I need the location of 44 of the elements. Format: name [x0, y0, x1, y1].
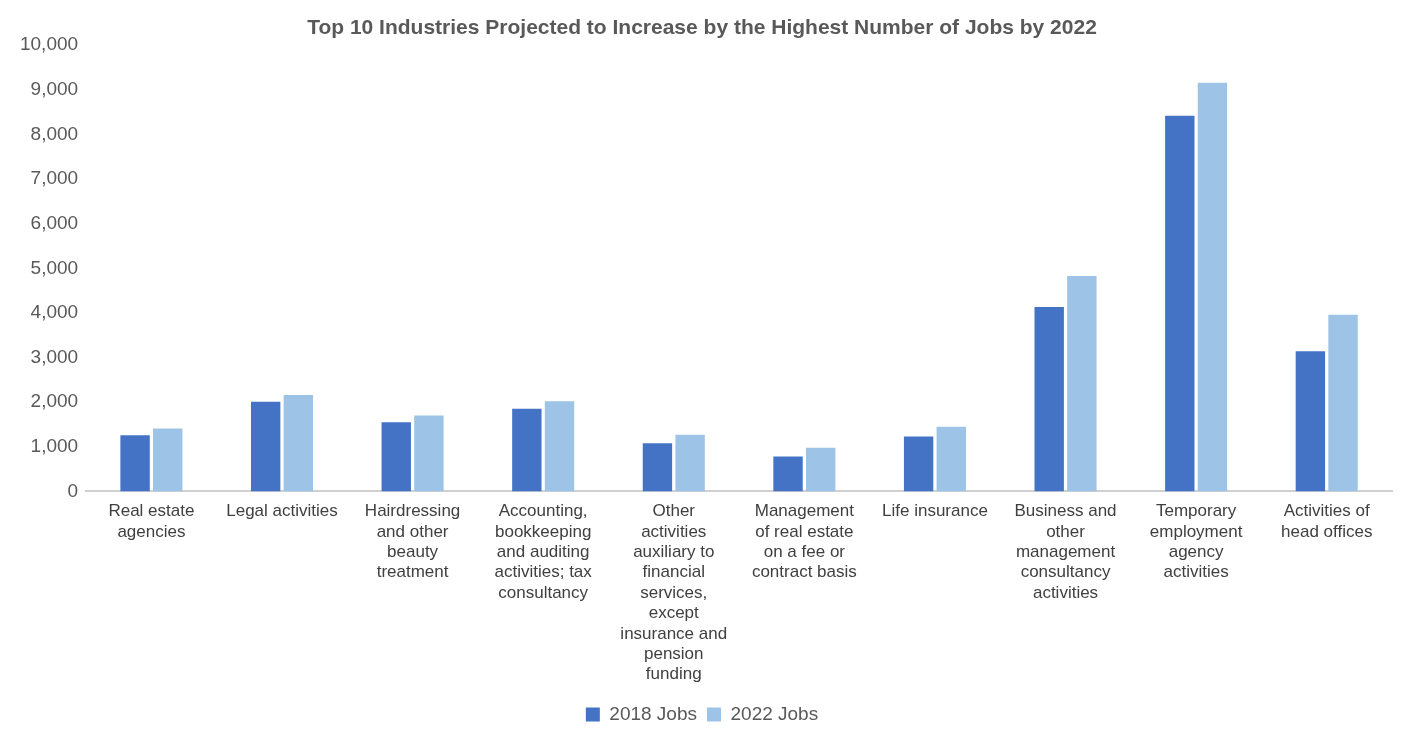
y-tick-label: 4,000	[30, 301, 79, 323]
bar	[675, 434, 705, 492]
x-tick-label: Legal activities	[226, 501, 338, 521]
x-tick-label: Accounting, bookkeeping and auditing activities; tax consultancy	[494, 501, 593, 602]
y-tick-label: 10,000	[19, 33, 79, 55]
x-tick-label: Management of real estate on a fee or contract basis	[751, 501, 857, 582]
bar	[512, 408, 542, 492]
x-tick-label: Activities of head offices	[1281, 501, 1373, 541]
x-tick-label: Hairdressing and other beauty treatment	[364, 501, 461, 582]
bar	[805, 447, 836, 492]
bar	[283, 395, 314, 492]
bar	[1067, 275, 1097, 492]
x-tick-label: Life insurance	[882, 501, 988, 521]
x-tick-label: Business and other management consultancy activities	[1014, 501, 1117, 602]
y-tick-label: 0	[67, 479, 79, 501]
y-tick-label: 2,000	[30, 390, 79, 412]
chart-title: Top 10 Industries Projected to Increase by the Highest Number of Jobs by 2022	[307, 15, 1097, 39]
bar	[414, 415, 444, 492]
bar	[120, 435, 150, 492]
bar	[936, 426, 966, 492]
y-tick-label: 7,000	[30, 167, 79, 189]
x-tick-label: Temporary employment agency activities	[1149, 501, 1243, 582]
legend-label: 2022 Jobs	[730, 702, 819, 724]
bar	[642, 443, 673, 492]
bar	[773, 456, 803, 492]
bar	[250, 401, 281, 492]
bar	[1328, 314, 1358, 492]
y-tick-label: 3,000	[30, 345, 79, 367]
bar	[1034, 307, 1064, 492]
y-tick-label: 5,000	[30, 256, 79, 278]
bar	[903, 436, 934, 492]
bar	[381, 422, 411, 492]
legend-label: 2018 Jobs	[609, 702, 698, 724]
bar	[1197, 82, 1228, 492]
bar	[544, 401, 575, 492]
category-label: Other activities auxiliary to financial services, except insurance and pension funding	[620, 501, 728, 684]
y-tick-label: 1,000	[30, 435, 79, 457]
bar	[1295, 351, 1326, 492]
y-tick-label: 8,000	[30, 122, 79, 144]
x-tick-label: Real estate agencies	[108, 501, 195, 541]
y-tick-label: 9,000	[30, 78, 79, 100]
bar	[153, 428, 183, 492]
bar	[1165, 115, 1195, 492]
y-tick-label: 6,000	[30, 211, 79, 233]
